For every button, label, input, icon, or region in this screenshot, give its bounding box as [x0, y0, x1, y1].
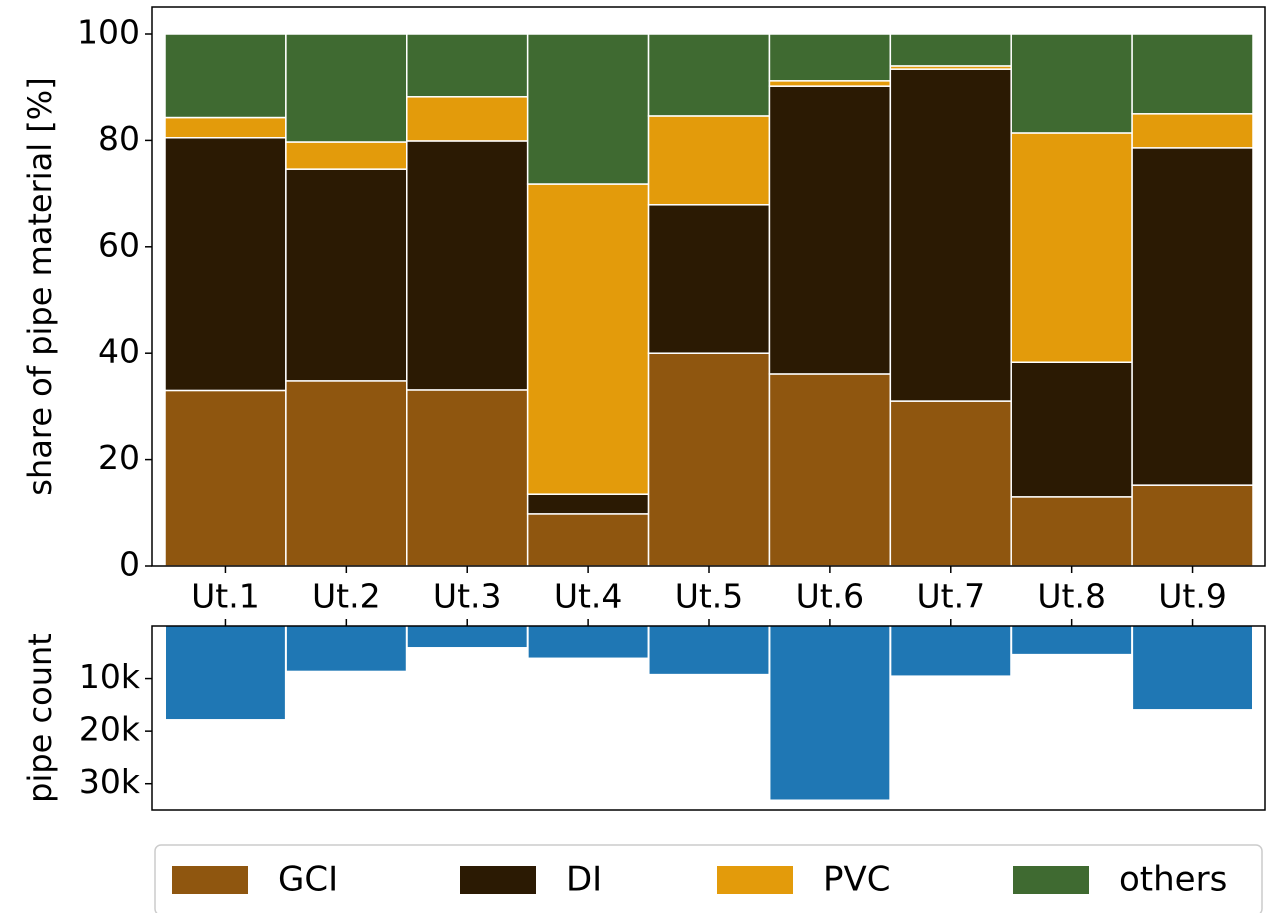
bar-segment [889, 400, 1012, 567]
bar-segment [285, 141, 408, 170]
bar [166, 626, 285, 720]
bar-segment [1131, 484, 1254, 567]
bar [770, 626, 890, 800]
bar-segment [526, 513, 650, 567]
legend-swatch [1013, 866, 1089, 894]
legend-label: DI [566, 860, 602, 900]
y-tick-label: 10k [79, 657, 141, 696]
bar-segment [526, 33, 650, 185]
bar [1133, 626, 1252, 710]
bar-segment [164, 33, 287, 119]
bar-segment [406, 33, 529, 98]
bar-segment [768, 33, 892, 82]
bar-segment [526, 493, 650, 515]
x-tick-label: Ut.2 [312, 577, 381, 616]
bar-segment [406, 96, 529, 142]
x-tick-label: Ut.5 [675, 577, 744, 616]
bar [891, 626, 1011, 676]
bar-segment [1131, 33, 1254, 115]
y-tick-label: 40 [98, 332, 140, 371]
bar-segment [768, 373, 892, 567]
bar-segment [285, 380, 408, 567]
bar-segment [647, 352, 771, 567]
legend-label: PVC [823, 860, 891, 900]
x-tick-label: Ut.3 [433, 577, 502, 616]
y-tick-label: 30k [79, 762, 141, 801]
bar [1012, 626, 1132, 654]
bar [528, 626, 648, 658]
bar-segment [406, 140, 529, 391]
axes-frame [151, 625, 1266, 811]
bar-segment [1010, 132, 1133, 363]
bar-segment [647, 115, 771, 206]
axes-frame [151, 6, 1266, 567]
y-tick-label: 100 [77, 13, 140, 52]
bar-segment [889, 33, 1012, 67]
legend-swatch [172, 866, 248, 894]
y-tick-label: 20k [79, 710, 141, 749]
x-tick-label: Ut.8 [1037, 577, 1106, 616]
bar-segment [1131, 147, 1254, 486]
bar-segment [1010, 33, 1133, 134]
bar-segment [164, 136, 287, 392]
legend-label: GCI [278, 860, 338, 900]
bar-segment [1010, 361, 1133, 498]
legend-swatch [717, 866, 793, 894]
y-tick-label: 0 [119, 545, 140, 584]
bar-segment [889, 68, 1012, 402]
bar-segment [285, 168, 408, 382]
bar-segment [768, 85, 892, 375]
x-tick-label: Ut.6 [796, 577, 865, 616]
bar [286, 626, 406, 671]
legend-box [154, 844, 1263, 913]
bar-segment [526, 183, 650, 495]
y-tick-label: 80 [98, 119, 140, 158]
bar [407, 626, 527, 648]
bar-segment [647, 204, 771, 354]
x-tick-label: Ut.1 [191, 577, 260, 616]
bar-segment [406, 389, 529, 567]
bar-segment [647, 33, 771, 117]
bar-segment [285, 33, 408, 143]
legend-label: others [1119, 860, 1227, 900]
legend-swatch [460, 866, 536, 894]
y-tick-label: 20 [98, 438, 140, 477]
bar-segment [1131, 113, 1254, 149]
bar-segment [1010, 496, 1133, 567]
x-tick-label: Ut.7 [916, 577, 985, 616]
bar-segment [164, 116, 287, 139]
y-axis-label: pipe count [21, 633, 59, 803]
bar-segment [768, 80, 892, 87]
bar [649, 626, 769, 674]
x-tick-label: Ut.4 [554, 577, 623, 616]
y-axis-label: share of pipe material [%] [21, 77, 59, 495]
y-tick-label: 60 [98, 225, 140, 264]
x-tick-label: Ut.9 [1158, 577, 1227, 616]
bar-segment [164, 389, 287, 567]
